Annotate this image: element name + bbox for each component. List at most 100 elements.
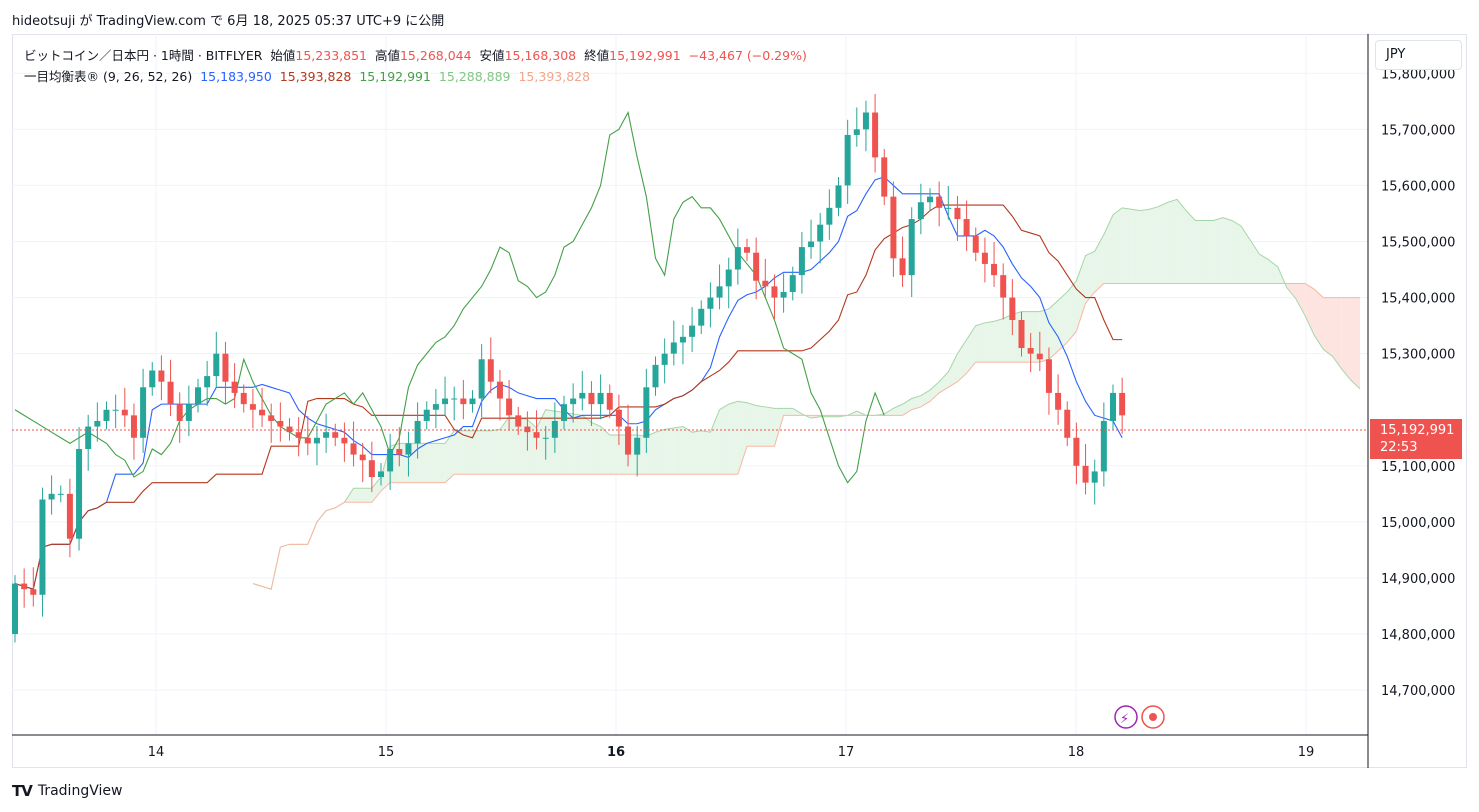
candle-down: [286, 426, 293, 433]
kijun-value: 15,393,828: [279, 69, 352, 84]
cloud-segment: [1305, 283, 1315, 336]
cloud-segment: [984, 321, 995, 363]
cloud-segment: [673, 426, 683, 475]
cloud-segment: [655, 429, 665, 475]
candle-up: [76, 448, 83, 539]
candle-up: [670, 342, 677, 354]
candle-up: [112, 409, 119, 411]
cloud-segment: [463, 430, 473, 475]
last-price-tag: 15,192,991 22:53: [1370, 419, 1462, 459]
candle-down: [1036, 353, 1043, 360]
candle-down: [30, 589, 37, 595]
cloud-segment: [920, 390, 930, 407]
candle-down: [21, 583, 28, 590]
candle-up: [323, 432, 330, 438]
candle-up: [185, 404, 192, 421]
symbol-label[interactable]: ビットコイン／日本円 · 1時間 · BITFLYER: [24, 48, 263, 63]
candle-down: [588, 392, 595, 405]
low-value: 15,168,308: [504, 48, 577, 63]
candle-down: [1045, 359, 1052, 393]
candle-down: [899, 258, 906, 276]
last-price-value: 15,192,991: [1380, 423, 1455, 438]
candle-down: [259, 409, 266, 416]
candle-up: [734, 247, 741, 270]
candle-up: [780, 291, 787, 298]
cloud-segment: [1195, 220, 1205, 284]
cloud-segment: [756, 405, 766, 447]
footer-brand[interactable]: TV TradingView: [12, 780, 122, 802]
candle-down: [176, 404, 183, 421]
candle-up: [908, 219, 915, 276]
price-tick-label: 14,800,000: [1381, 628, 1455, 643]
cloud-segment: [435, 443, 446, 483]
candle-down: [744, 247, 750, 253]
cloud-segment: [1039, 308, 1049, 363]
candle-up: [378, 471, 384, 478]
candle-up: [945, 207, 952, 209]
candle-down: [872, 112, 879, 158]
svg-text:⚡: ⚡: [1120, 712, 1129, 727]
candle-down: [277, 420, 284, 427]
tenkan-value: 15,183,950: [200, 69, 272, 84]
time-tick-label: 18: [1068, 745, 1085, 760]
cloud-segment: [701, 430, 711, 475]
time-tick-label: 15: [378, 745, 395, 760]
indicator-label[interactable]: 一目均衡表® (9, 26, 52, 26): [24, 69, 193, 84]
cloud-segment: [957, 339, 967, 382]
candle-down: [963, 219, 970, 236]
candle-up: [835, 185, 842, 208]
cloud-segment: [1067, 280, 1077, 343]
cloud-segment: [765, 406, 775, 447]
cloud-segment: [1332, 297, 1342, 370]
candle-up: [808, 241, 815, 248]
cloud-segment: [1122, 207, 1132, 284]
currency-selector[interactable]: JPY: [1375, 40, 1462, 70]
candle-down: [1018, 320, 1025, 349]
price-tick-label: 15,500,000: [1381, 235, 1455, 250]
candle-up: [451, 398, 458, 400]
candle-up: [844, 134, 851, 186]
candle-down: [304, 437, 311, 444]
cloud-segment: [1231, 220, 1242, 284]
candle-up: [85, 426, 92, 449]
candle-down: [487, 359, 494, 382]
cloud-segment: [1204, 220, 1214, 284]
candle-up: [927, 196, 933, 203]
cloud-segment: [682, 426, 693, 475]
candle-down: [1119, 392, 1126, 416]
cloud-segment: [600, 426, 610, 475]
high-value: 15,268,044: [399, 48, 472, 63]
candle-down: [350, 443, 357, 455]
candle-down: [515, 415, 522, 427]
candle-up: [1100, 420, 1107, 472]
candle-down: [66, 493, 73, 539]
brand-name: TradingView: [37, 783, 123, 799]
candle-down: [972, 235, 979, 253]
cloud-segment: [564, 412, 574, 475]
cloud-segment: [664, 427, 674, 475]
candle-down: [222, 353, 229, 382]
candle-down: [167, 381, 174, 405]
cloud-segment: [1058, 291, 1068, 351]
candle-up: [48, 493, 55, 500]
cloud-segment: [509, 416, 519, 475]
ichimoku-cloud: [252, 199, 1361, 590]
candle-down: [615, 409, 622, 427]
candle-down: [268, 415, 275, 421]
cloud-segment: [1177, 199, 1187, 284]
candle-up: [149, 370, 156, 388]
ohlc-legend: ビットコイン／日本円 · 1時間 · BITFLYER 始値15,233,851…: [24, 48, 807, 63]
price-tick-label: 15,300,000: [1381, 348, 1455, 363]
cloud-segment: [783, 408, 793, 416]
candle-up: [432, 404, 439, 410]
cloud-segment: [1149, 206, 1159, 284]
candle-down: [341, 437, 348, 444]
cloud-segment: [362, 488, 372, 503]
candle-up: [103, 409, 110, 421]
cloud-segment: [591, 422, 601, 475]
candle-up: [689, 325, 696, 337]
alert-icons[interactable]: ⚡: [1114, 705, 1165, 729]
cloud-segment: [1140, 209, 1150, 284]
cloud-segment: [1003, 314, 1013, 363]
